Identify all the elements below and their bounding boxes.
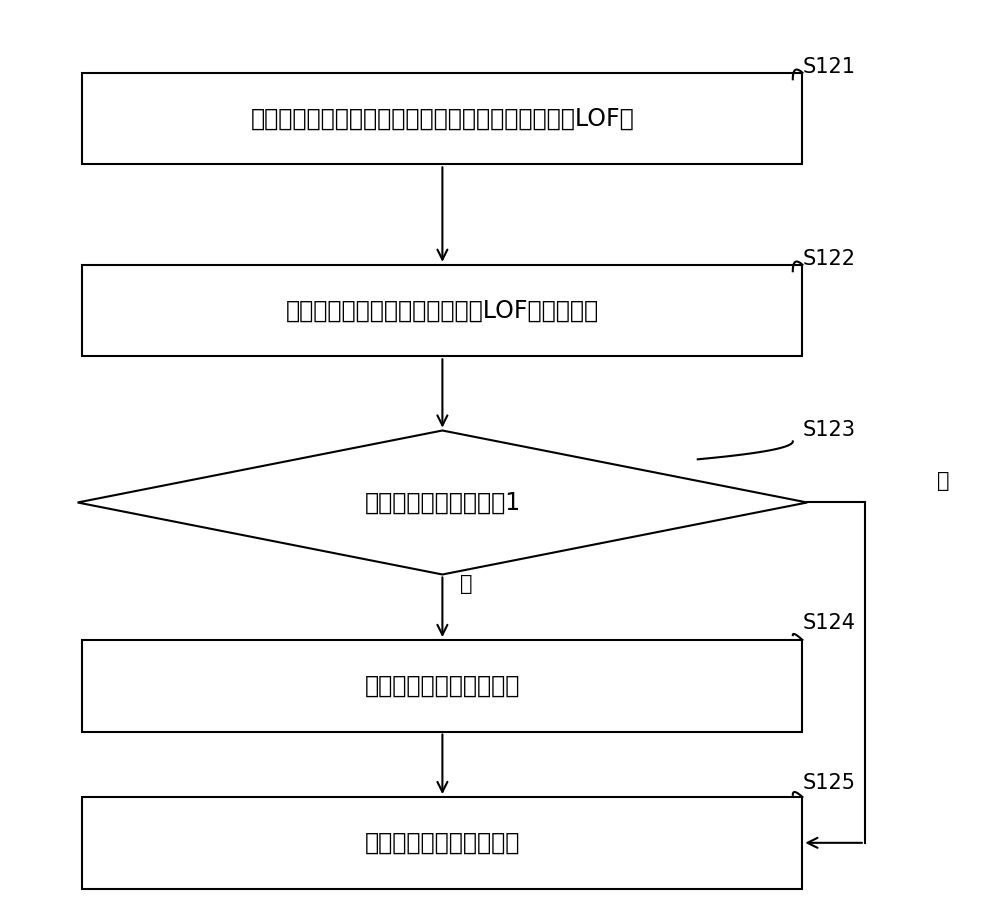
Bar	[82, 797, 802, 889]
Text: S124: S124	[802, 614, 855, 634]
Polygon shape	[78, 431, 807, 574]
Text: 是: 是	[460, 574, 472, 594]
Bar	[82, 265, 802, 356]
Bar	[82, 640, 802, 732]
Text: 计算预设数量个组串电流对应的LOF值的对数值: 计算预设数量个组串电流对应的LOF值的对数值	[286, 298, 599, 323]
Text: S125: S125	[802, 773, 855, 793]
Bar	[82, 73, 802, 165]
Text: 基于离群点检测算法计算预设数量个组串电流对应的LOF值: 基于离群点检测算法计算预设数量个组串电流对应的LOF值	[251, 106, 634, 131]
Text: S121: S121	[802, 57, 855, 77]
Text: 否: 否	[937, 471, 949, 491]
Text: 确定待检测光伏组串异常: 确定待检测光伏组串异常	[365, 674, 520, 698]
Text: S123: S123	[802, 420, 855, 440]
Text: 确定待检测光伏组串正常: 确定待检测光伏组串正常	[365, 831, 520, 854]
Text: S122: S122	[802, 249, 855, 269]
Text: 判断该对数值是否大于1: 判断该对数值是否大于1	[364, 491, 520, 514]
